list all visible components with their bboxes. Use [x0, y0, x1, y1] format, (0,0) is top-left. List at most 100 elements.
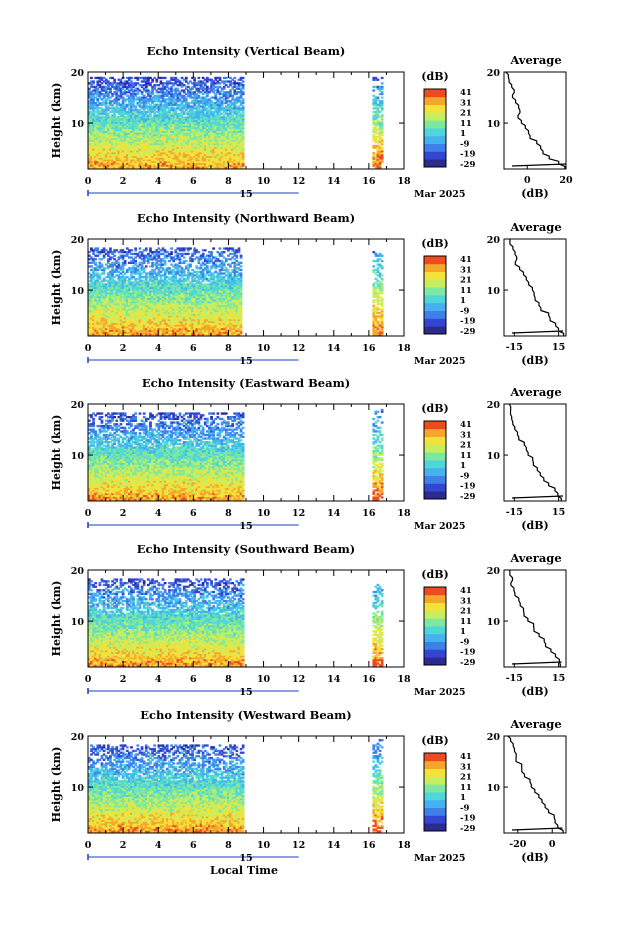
- heatmap-cell: [132, 105, 135, 108]
- heatmap-cell: [140, 80, 144, 83]
- heatmap-cell: [104, 146, 108, 149]
- heatmap-cell: [94, 162, 98, 165]
- heatmap-cell: [109, 132, 112, 135]
- heatmap-cell: [107, 151, 110, 155]
- heatmap-cell: [165, 128, 169, 131]
- heatmap-cell: [130, 249, 133, 252]
- heatmap-cell: [100, 109, 104, 112]
- heatmap-cell: [172, 92, 176, 96]
- heatmap-cell: [136, 135, 140, 139]
- heatmap-cell: [92, 144, 95, 148]
- heatmap-cell: [111, 82, 114, 85]
- heatmap-cell: [104, 101, 108, 105]
- heatmap-cell: [174, 159, 178, 162]
- heatmap-cell: [163, 135, 167, 139]
- heatmap-cell: [123, 153, 127, 156]
- heatmap-cell: [140, 144, 144, 148]
- heatmap-cell: [98, 143, 102, 146]
- heatmap-cell: [151, 107, 154, 110]
- heatmap-cell: [170, 132, 173, 135]
- heatmap-cell: [144, 164, 148, 167]
- heatmap-cell: [140, 84, 144, 87]
- heatmap-cell: [100, 164, 104, 167]
- heatmap-cell: [241, 76, 245, 80]
- heatmap-cell: [142, 100, 146, 103]
- heatmap-cell: [155, 105, 159, 108]
- heatmap-cell: [161, 105, 165, 108]
- heatmap-cell: [163, 92, 167, 96]
- heatmap-cell: [119, 78, 123, 81]
- heatmap-cell: [157, 130, 161, 133]
- heatmap-cell: [157, 110, 161, 114]
- heatmap-cell: [128, 153, 131, 156]
- heatmap-cell: [149, 117, 152, 121]
- heatmap-cell: [157, 84, 161, 87]
- heatmap-cell: [113, 160, 117, 164]
- heatmap-cell: [144, 105, 148, 108]
- heatmap-cell: [109, 128, 112, 131]
- heatmap-cell: [94, 141, 98, 144]
- heatmap-cell: [115, 121, 119, 124]
- heatmap-cell: [170, 91, 173, 94]
- heatmap-cell: [92, 114, 95, 117]
- heatmap-cell: [104, 117, 108, 121]
- heatmap-cell: [140, 126, 144, 130]
- heatmap-cell: [90, 82, 93, 85]
- heatmap-cell: [159, 119, 163, 122]
- profile-frame: [503, 71, 567, 170]
- heatmap-cell: [121, 82, 125, 85]
- heatmap-cell: [92, 148, 95, 151]
- heatmap-cell: [111, 114, 114, 117]
- heatmap-cell: [140, 159, 144, 162]
- heatmap-cell: [88, 101, 91, 105]
- heatmap-cell: [134, 128, 138, 131]
- heatmap-cell: [174, 98, 178, 101]
- heatmap-cell: [104, 110, 108, 114]
- heatmap-cell: [172, 89, 176, 92]
- heatmap-cell: [109, 119, 112, 122]
- heatmap-cell: [119, 160, 123, 164]
- profile-y-tick-label: 10: [487, 119, 501, 130]
- heatmap-cell: [130, 146, 133, 149]
- heatmap-cell: [132, 160, 135, 164]
- heatmap-cell: [98, 146, 102, 149]
- heatmap-cell: [138, 121, 142, 124]
- heatmap-cell: [134, 116, 138, 119]
- heatmap-cell: [130, 141, 133, 144]
- heatmap-cell: [104, 151, 108, 155]
- heatmap-cell: [134, 107, 138, 110]
- heatmap-cell: [165, 160, 169, 164]
- heatmap-cell: [159, 159, 163, 162]
- heatmap-cell: [134, 119, 138, 122]
- heatmap-cell: [109, 144, 112, 148]
- heatmap-cell: [113, 164, 117, 167]
- heatmap-cell: [136, 96, 140, 99]
- heatmap-cell: [107, 139, 110, 142]
- heatmap-cell: [153, 110, 157, 114]
- heatmap-cell: [128, 157, 131, 160]
- heatmap-cell: [161, 125, 165, 128]
- heatmap-cell: [140, 157, 144, 160]
- heatmap-cell: [142, 76, 146, 80]
- heatmap-cell: [161, 162, 165, 165]
- heatmap-cell: [121, 123, 125, 126]
- heatmap-cell: [96, 139, 100, 142]
- heatmap-cell: [161, 85, 165, 89]
- heatmap-cell: [111, 141, 114, 144]
- heatmap-cell: [176, 125, 180, 128]
- heatmap-cell: [113, 148, 117, 151]
- heatmap-cell: [109, 155, 112, 158]
- colorbar-swatch: [424, 151, 446, 160]
- heatmap-cell: [136, 119, 140, 122]
- heatmap-cell: [140, 151, 144, 155]
- heatmap-cell: [134, 92, 138, 96]
- heatmap-cell: [170, 85, 173, 89]
- heatmap-cell: [88, 110, 91, 114]
- heatmap-cell: [117, 130, 121, 133]
- heatmap-cell: [163, 150, 167, 153]
- heatmap-cell: [174, 123, 178, 126]
- heatmap-cell: [151, 109, 154, 112]
- heatmap-cell: [159, 143, 163, 146]
- heatmap-cell: [134, 141, 138, 144]
- heatmap-cell: [90, 117, 93, 121]
